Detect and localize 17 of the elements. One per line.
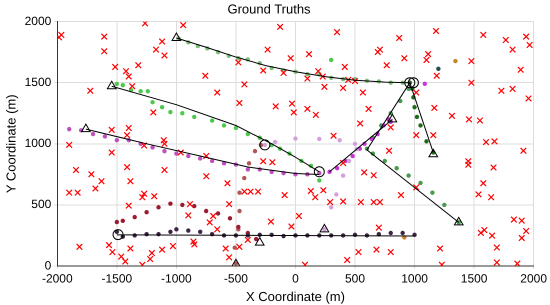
x-tick-label: 0	[292, 272, 300, 286]
chart-title: Ground Truths	[227, 1, 312, 16]
x-tick-label: 1500	[460, 272, 488, 286]
x-tick-label: -500	[224, 272, 248, 286]
x-tick-label: -2000	[42, 272, 73, 286]
x-tick-label: -1000	[161, 272, 192, 286]
x-tick-label: 1000	[401, 272, 428, 286]
y-tick-label: 1500	[24, 75, 52, 90]
y-tick-label: 1000	[24, 136, 52, 150]
x-tick-label: -1500	[101, 272, 133, 286]
x-axis-title: X Coordinate (m)	[246, 288, 345, 304]
x-tick-label: 500	[345, 272, 366, 286]
y-tick-label: 500	[31, 197, 52, 212]
y-tick-label: 0	[44, 258, 52, 272]
x-tick-label: 2000	[520, 272, 548, 286]
y-tick-label: 2000	[24, 14, 52, 28]
y-axis-title: Y Coordinate (m)	[3, 94, 18, 194]
